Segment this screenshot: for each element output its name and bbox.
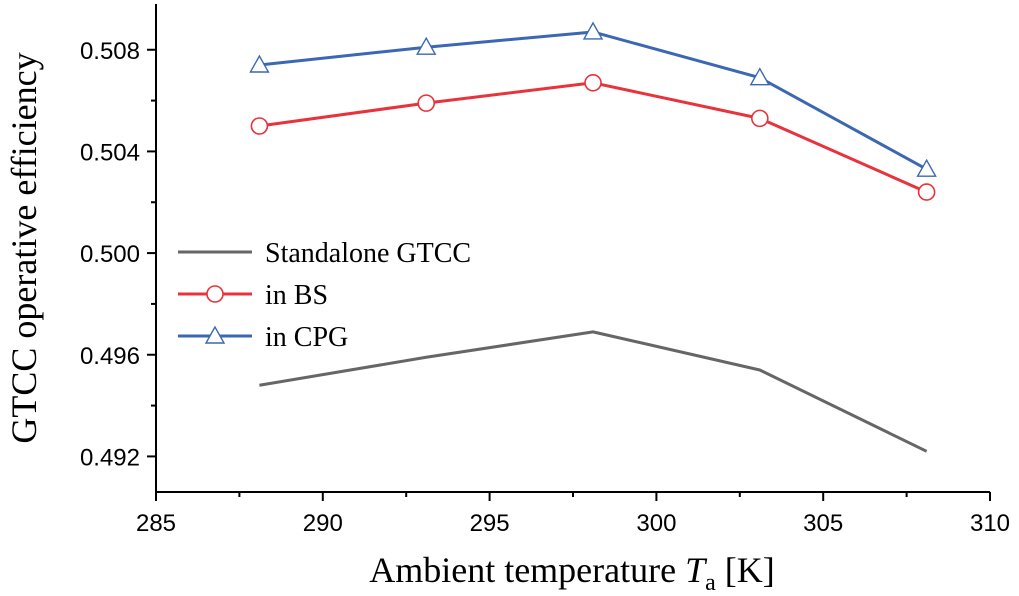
- y-tick-label: 0.504: [80, 139, 140, 166]
- data-point-circle: [751, 109, 769, 128]
- legend-label: in BS: [265, 280, 328, 311]
- data-point-triangle: [916, 158, 937, 177]
- x-axis-title-prefix: Ambient temperature: [369, 550, 685, 590]
- x-tick-label: 310: [970, 510, 1010, 537]
- legend-label: Standalone GTCC: [265, 238, 471, 269]
- series-line-standalone-gtcc: [259, 330, 928, 453]
- data-point-circle: [917, 183, 936, 201]
- axes: 285 290 295 300 305 310 0.492 0.496 0.500 0.504 0.…: [80, 4, 1010, 537]
- y-tick-label: 0.500: [80, 241, 140, 268]
- data-point-triangle: [749, 67, 771, 86]
- legend-label: in CPG: [265, 322, 348, 353]
- y-tick-label: 0.492: [80, 444, 140, 471]
- x-axis-title: Ambient temperature Ta [K]: [369, 550, 775, 596]
- x-axis-title-unit: [K]: [716, 550, 775, 590]
- x-tick-label: 300: [636, 510, 676, 537]
- data-point-triangle: [416, 36, 437, 55]
- series-group: [249, 21, 937, 453]
- data-point-circle: [417, 94, 436, 112]
- data-point-triangle: [582, 21, 604, 40]
- x-axis-title-subscript: a: [705, 570, 716, 596]
- x-tick-label: 290: [303, 510, 343, 537]
- x-axis-title-symbol: T: [685, 550, 708, 590]
- x-tick-label: 285: [136, 510, 176, 537]
- legend-marker-triangle: [204, 325, 226, 344]
- data-point-triangle: [249, 54, 270, 73]
- y-axis-title: GTCC operative efficiency: [4, 52, 44, 443]
- legend: Standalone GTCC in BS in CPG: [178, 238, 471, 353]
- data-point-circle: [584, 73, 602, 92]
- y-tick-label: 0.508: [80, 38, 140, 65]
- y-tick-label: 0.496: [80, 343, 140, 370]
- x-tick-label: 295: [470, 510, 510, 537]
- data-point-circle: [250, 117, 269, 135]
- x-tick-label: 305: [803, 510, 843, 537]
- series-line-in-bs: [259, 81, 928, 194]
- legend-marker-circle: [206, 285, 224, 303]
